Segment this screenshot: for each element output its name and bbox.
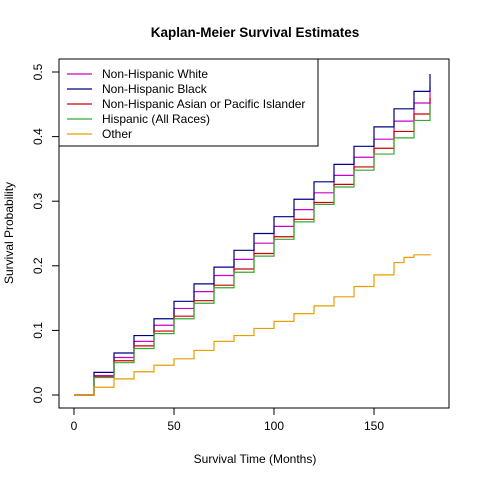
y-tick-label: 0.2	[31, 257, 45, 274]
x-tick-label: 150	[364, 419, 384, 433]
legend-entry: Non-Hispanic White	[102, 67, 208, 81]
x-tick-label: 50	[167, 419, 181, 433]
legend-entry: Hispanic (All Races)	[102, 112, 210, 126]
legend-entry: Non-Hispanic Asian or Pacific Islander	[102, 97, 305, 111]
x-axis: 0 50 100 150	[71, 407, 384, 433]
legend-box	[58, 58, 319, 147]
y-tick-label: 0.0	[31, 386, 45, 403]
x-axis-label: Survival Time (Months)	[194, 452, 317, 466]
y-axis: 0.0 0.1 0.2 0.3 0.4 0.5	[31, 63, 60, 403]
x-tick-label: 0	[71, 419, 78, 433]
y-tick-label: 0.5	[31, 63, 45, 80]
legend-entry: Non-Hispanic Black	[102, 82, 208, 96]
y-tick-label: 0.1	[31, 322, 45, 339]
series-line-1	[74, 73, 431, 396]
y-axis-label: Survival Probability	[2, 182, 16, 284]
series-layer	[74, 73, 431, 396]
chart-title: Kaplan-Meier Survival Estimates	[151, 25, 360, 40]
legend-entry: Other	[102, 127, 132, 141]
series-line-3	[74, 104, 431, 396]
series-line-2	[74, 97, 431, 396]
y-tick-label: 0.4	[31, 128, 45, 145]
x-tick-label: 100	[264, 419, 284, 433]
y-tick-label: 0.3	[31, 193, 45, 210]
series-line-4	[74, 254, 431, 396]
